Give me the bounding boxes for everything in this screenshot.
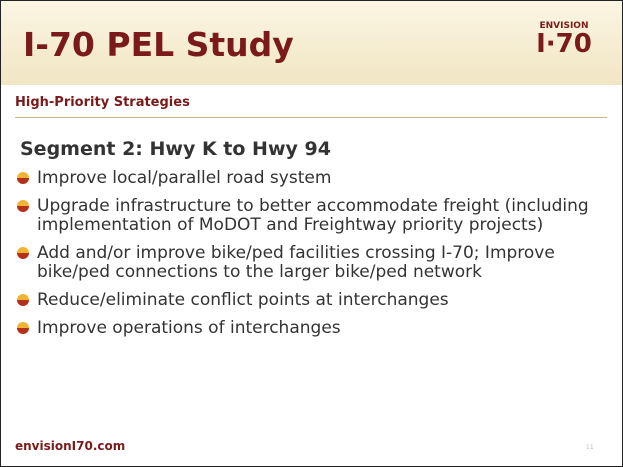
divider: [15, 117, 607, 118]
bullet-list: Improve local/parallel road system Upgrad…: [17, 169, 607, 347]
bullet: Reduce/eliminate conflict points at inte…: [17, 291, 607, 310]
bullet: Improve operations of interchanges: [17, 319, 607, 338]
logo-top: ENVISION: [539, 21, 589, 31]
page-number: 11: [586, 444, 594, 451]
footer-url: envisionI70.com: [15, 439, 126, 453]
slide-title: I-70 PEL Study: [23, 25, 294, 64]
bullet: Add and/or improve bike/ped facilities c…: [17, 244, 607, 282]
logo-main: I·70: [536, 29, 592, 59]
bullet: Upgrade infrastructure to better accommo…: [17, 197, 607, 235]
logo: ENVISION I·70: [529, 21, 599, 57]
header-band: [1, 1, 622, 85]
subtitle: High-Priority Strategies: [15, 95, 190, 110]
bullet: Improve local/parallel road system: [17, 169, 607, 188]
heading: Segment 2: Hwy K to Hwy 94: [20, 138, 331, 160]
